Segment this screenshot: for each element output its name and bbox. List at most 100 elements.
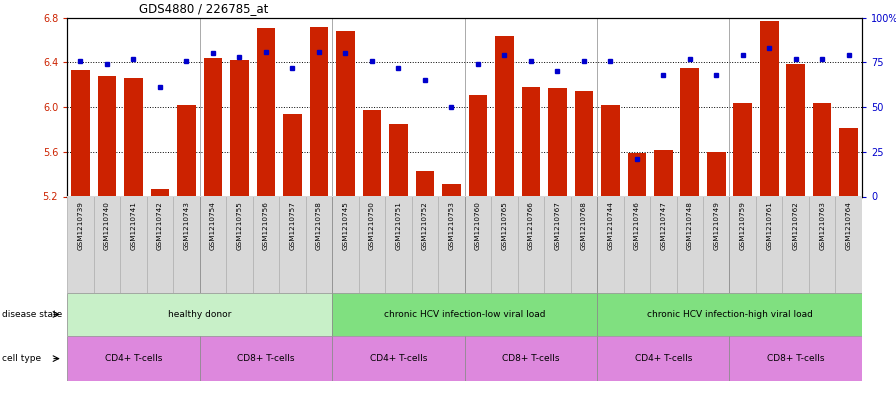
Text: GSM1210766: GSM1210766 <box>528 201 534 250</box>
Bar <box>230 60 249 196</box>
Bar <box>654 150 673 196</box>
Text: CD4+ T-cells: CD4+ T-cells <box>370 354 427 363</box>
Text: GSM1210760: GSM1210760 <box>475 201 481 250</box>
Bar <box>495 36 513 197</box>
Text: GSM1210759: GSM1210759 <box>740 201 745 250</box>
Bar <box>363 110 381 196</box>
Bar <box>147 196 173 293</box>
Text: CD8+ T-cells: CD8+ T-cells <box>237 354 295 363</box>
Bar <box>332 293 597 336</box>
Text: GSM1210763: GSM1210763 <box>819 201 825 250</box>
Bar <box>813 103 831 196</box>
Bar <box>703 196 729 293</box>
Bar <box>256 28 275 196</box>
Bar <box>438 196 465 293</box>
Text: GSM1210743: GSM1210743 <box>184 201 189 250</box>
Bar <box>200 196 226 293</box>
Bar <box>835 196 862 293</box>
Bar <box>464 336 597 381</box>
Bar <box>597 293 862 336</box>
Bar <box>809 196 835 293</box>
Text: CD8+ T-cells: CD8+ T-cells <box>502 354 560 363</box>
Text: GSM1210739: GSM1210739 <box>77 201 83 250</box>
Bar <box>416 171 434 196</box>
Bar <box>67 293 332 336</box>
Bar <box>120 196 147 293</box>
Text: GSM1210755: GSM1210755 <box>237 201 243 250</box>
Text: GDS4880 / 226785_at: GDS4880 / 226785_at <box>139 2 268 15</box>
Text: CD8+ T-cells: CD8+ T-cells <box>767 354 824 363</box>
Text: GSM1210745: GSM1210745 <box>342 201 349 250</box>
Text: GSM1210761: GSM1210761 <box>766 201 772 250</box>
Bar <box>125 78 142 196</box>
Text: GSM1210750: GSM1210750 <box>369 201 375 250</box>
Text: chronic HCV infection-high viral load: chronic HCV infection-high viral load <box>647 310 813 319</box>
Bar <box>544 196 571 293</box>
Text: GSM1210757: GSM1210757 <box>289 201 296 250</box>
Text: GSM1210764: GSM1210764 <box>846 201 852 250</box>
Bar <box>226 196 253 293</box>
Text: GSM1210756: GSM1210756 <box>263 201 269 250</box>
Bar <box>358 196 385 293</box>
Bar <box>280 196 306 293</box>
Text: GSM1210748: GSM1210748 <box>686 201 693 250</box>
Bar <box>601 105 619 196</box>
Bar <box>332 196 358 293</box>
Text: GSM1210742: GSM1210742 <box>157 201 163 250</box>
Bar <box>627 153 646 196</box>
Text: cell type: cell type <box>2 354 41 363</box>
Bar <box>67 196 94 293</box>
Bar <box>734 103 752 196</box>
Bar <box>98 76 116 196</box>
Bar <box>624 196 650 293</box>
Bar <box>571 196 597 293</box>
Text: chronic HCV infection-low viral load: chronic HCV infection-low viral load <box>383 310 546 319</box>
Text: GSM1210753: GSM1210753 <box>448 201 454 250</box>
Text: GSM1210747: GSM1210747 <box>660 201 667 250</box>
Bar <box>650 196 676 293</box>
Text: CD4+ T-cells: CD4+ T-cells <box>634 354 692 363</box>
Bar <box>491 196 518 293</box>
Bar <box>840 129 858 196</box>
Bar <box>442 184 461 196</box>
Bar <box>574 92 593 196</box>
Bar <box>597 336 729 381</box>
Text: GSM1210740: GSM1210740 <box>104 201 110 250</box>
Bar <box>729 336 862 381</box>
Bar <box>680 68 699 196</box>
Bar <box>336 31 355 196</box>
Text: GSM1210744: GSM1210744 <box>607 201 613 250</box>
Bar <box>151 189 169 196</box>
Text: GSM1210767: GSM1210767 <box>555 201 560 250</box>
Bar <box>597 196 624 293</box>
Bar <box>310 27 328 196</box>
Bar <box>385 196 411 293</box>
Bar <box>177 105 195 196</box>
Bar <box>411 196 438 293</box>
Bar <box>94 196 120 293</box>
Text: CD4+ T-cells: CD4+ T-cells <box>105 354 162 363</box>
Text: GSM1210741: GSM1210741 <box>131 201 136 250</box>
Text: GSM1210765: GSM1210765 <box>502 201 507 250</box>
Text: GSM1210746: GSM1210746 <box>633 201 640 250</box>
Bar <box>707 152 726 196</box>
Bar <box>332 336 464 381</box>
Bar <box>676 196 703 293</box>
Text: GSM1210749: GSM1210749 <box>713 201 719 250</box>
Bar <box>200 336 332 381</box>
Bar <box>253 196 280 293</box>
Bar <box>782 196 809 293</box>
Text: healthy donor: healthy donor <box>168 310 231 319</box>
Text: GSM1210758: GSM1210758 <box>316 201 322 250</box>
Bar <box>548 88 566 196</box>
Bar <box>518 196 544 293</box>
Bar <box>521 87 540 196</box>
Bar <box>465 196 491 293</box>
Bar <box>67 336 200 381</box>
Bar <box>306 196 332 293</box>
Text: disease state: disease state <box>2 310 62 319</box>
Bar <box>71 70 90 196</box>
Text: GSM1210751: GSM1210751 <box>395 201 401 250</box>
Text: GSM1210768: GSM1210768 <box>581 201 587 250</box>
Bar <box>173 196 200 293</box>
